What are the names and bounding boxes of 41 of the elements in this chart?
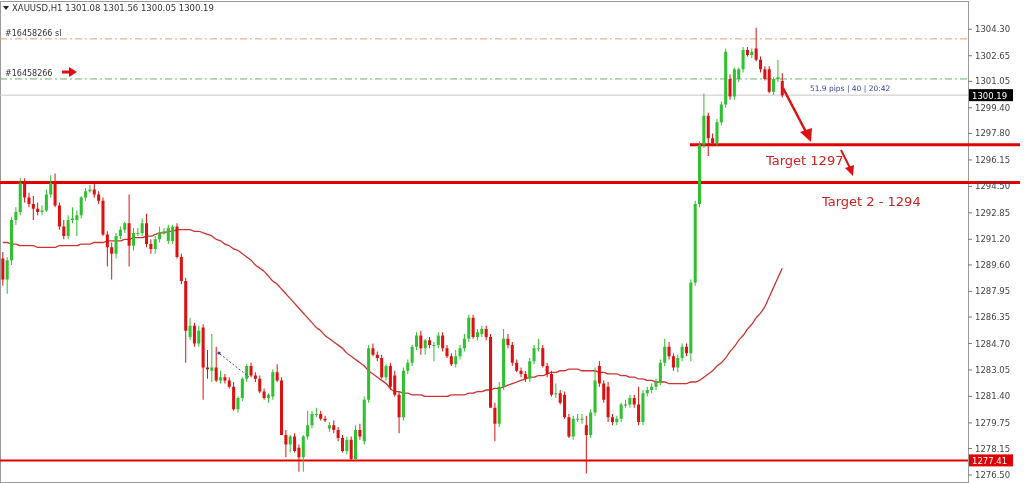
candlestick (40, 205, 44, 216)
ref-line-label: 1277.41 (972, 455, 1008, 466)
candlestick (432, 341, 436, 362)
y-tick-label: 1302.65 (975, 50, 1011, 61)
ref-line-label: Target 1297 (765, 152, 844, 168)
y-tick-label: 1296.15 (975, 154, 1011, 165)
y-tick-label: 1292.85 (975, 207, 1011, 218)
y-tick-label: 1276.50 (975, 469, 1011, 480)
y-tick-label: 1287.95 (975, 286, 1011, 297)
line-series (2, 229, 783, 398)
y-tick-label: 1289.60 (975, 259, 1011, 270)
candlestick (554, 383, 558, 399)
candlestick (445, 345, 449, 358)
candlestick (654, 378, 658, 391)
annotation: #16458266 (5, 68, 53, 78)
candlestick (75, 210, 79, 237)
candlestick (210, 333, 214, 382)
candlestick (101, 197, 105, 237)
y-tick-label: 1299.40 (975, 102, 1011, 113)
annotation: #16458266 sl (5, 28, 62, 38)
candlestick (205, 349, 210, 379)
candlestick (519, 367, 523, 378)
y-tick-label: 1294.50 (975, 181, 1011, 192)
y-tick-label: 1297.80 (975, 128, 1011, 139)
y-tick-label: 1278.15 (975, 443, 1011, 454)
y-tick-label: 1283.05 (975, 364, 1011, 375)
y-tick-label: 1286.35 (975, 312, 1011, 323)
candlestick (175, 223, 179, 259)
y-tick-label: 1281.40 (975, 391, 1011, 402)
candlestick (310, 410, 314, 429)
y-tick-label: 1279.75 (975, 417, 1011, 428)
ref-line-label: Target 2 - 1294 (821, 194, 921, 210)
ref-line-label: 1300.19 (972, 90, 1008, 101)
candlestick (580, 414, 584, 424)
candlestick (162, 228, 166, 235)
y-tick-label: 1291.20 (975, 234, 1011, 245)
y-tick-label: 1284.70 (975, 338, 1011, 349)
y-tick-label: 1301.05 (975, 76, 1011, 87)
y-tick-label: 1304.30 (975, 24, 1011, 35)
chart-title: XAUUSD,H1 1301.08 1301.56 1300.05 1300.19 (12, 3, 214, 13)
candlestick (776, 59, 780, 83)
